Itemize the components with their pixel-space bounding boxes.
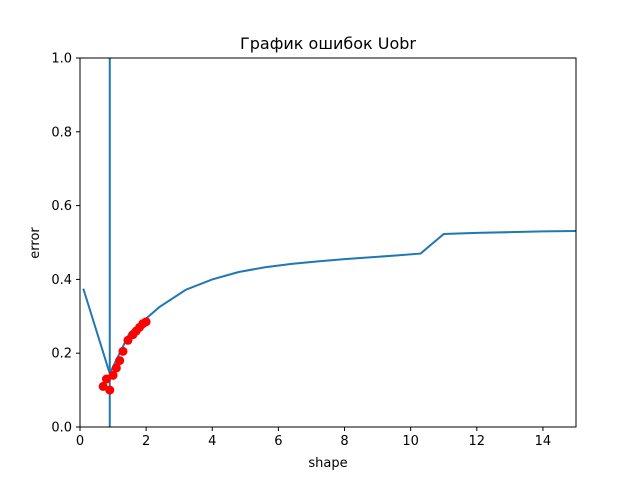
scatter-point xyxy=(105,385,115,395)
y-tick-label: 0.4 xyxy=(51,273,72,288)
scatter-point xyxy=(111,363,121,373)
plot-frame xyxy=(79,57,577,428)
x-tick-label: 0 xyxy=(76,434,84,449)
scatter-point xyxy=(98,381,108,391)
x-tick-label: 12 xyxy=(469,434,486,449)
y-tick-label: 0.8 xyxy=(51,125,72,140)
x-tick-label: 8 xyxy=(340,434,348,449)
scatter-point xyxy=(141,317,151,327)
x-tick-label: 2 xyxy=(142,434,150,449)
x-tick-label: 10 xyxy=(402,434,419,449)
y-tick-label: 0.0 xyxy=(51,421,72,436)
scatter-point xyxy=(101,374,111,384)
x-tick-label: 4 xyxy=(208,434,216,449)
y-tick-label: 0.2 xyxy=(51,347,72,362)
x-axis-label: shape xyxy=(308,456,347,471)
y-tick-label: 1.0 xyxy=(51,52,72,67)
plot-content xyxy=(82,58,576,427)
plot-area xyxy=(79,57,577,428)
scatter-point xyxy=(115,356,125,366)
chart-title: График ошибок Uobr xyxy=(240,34,416,53)
x-tick-label: 14 xyxy=(535,434,552,449)
x-tick-label: 6 xyxy=(274,434,282,449)
y-tick-label: 0.6 xyxy=(51,199,72,214)
scatter-point xyxy=(108,370,118,380)
x-axis: 0 2 4 6 8 10 12 14 xyxy=(76,427,551,449)
y-axis-label: error xyxy=(28,227,43,259)
scatter-point xyxy=(118,346,128,356)
y-axis: 0.0 0.2 0.4 0.6 0.8 1.0 xyxy=(51,52,80,436)
series-line xyxy=(82,230,576,377)
